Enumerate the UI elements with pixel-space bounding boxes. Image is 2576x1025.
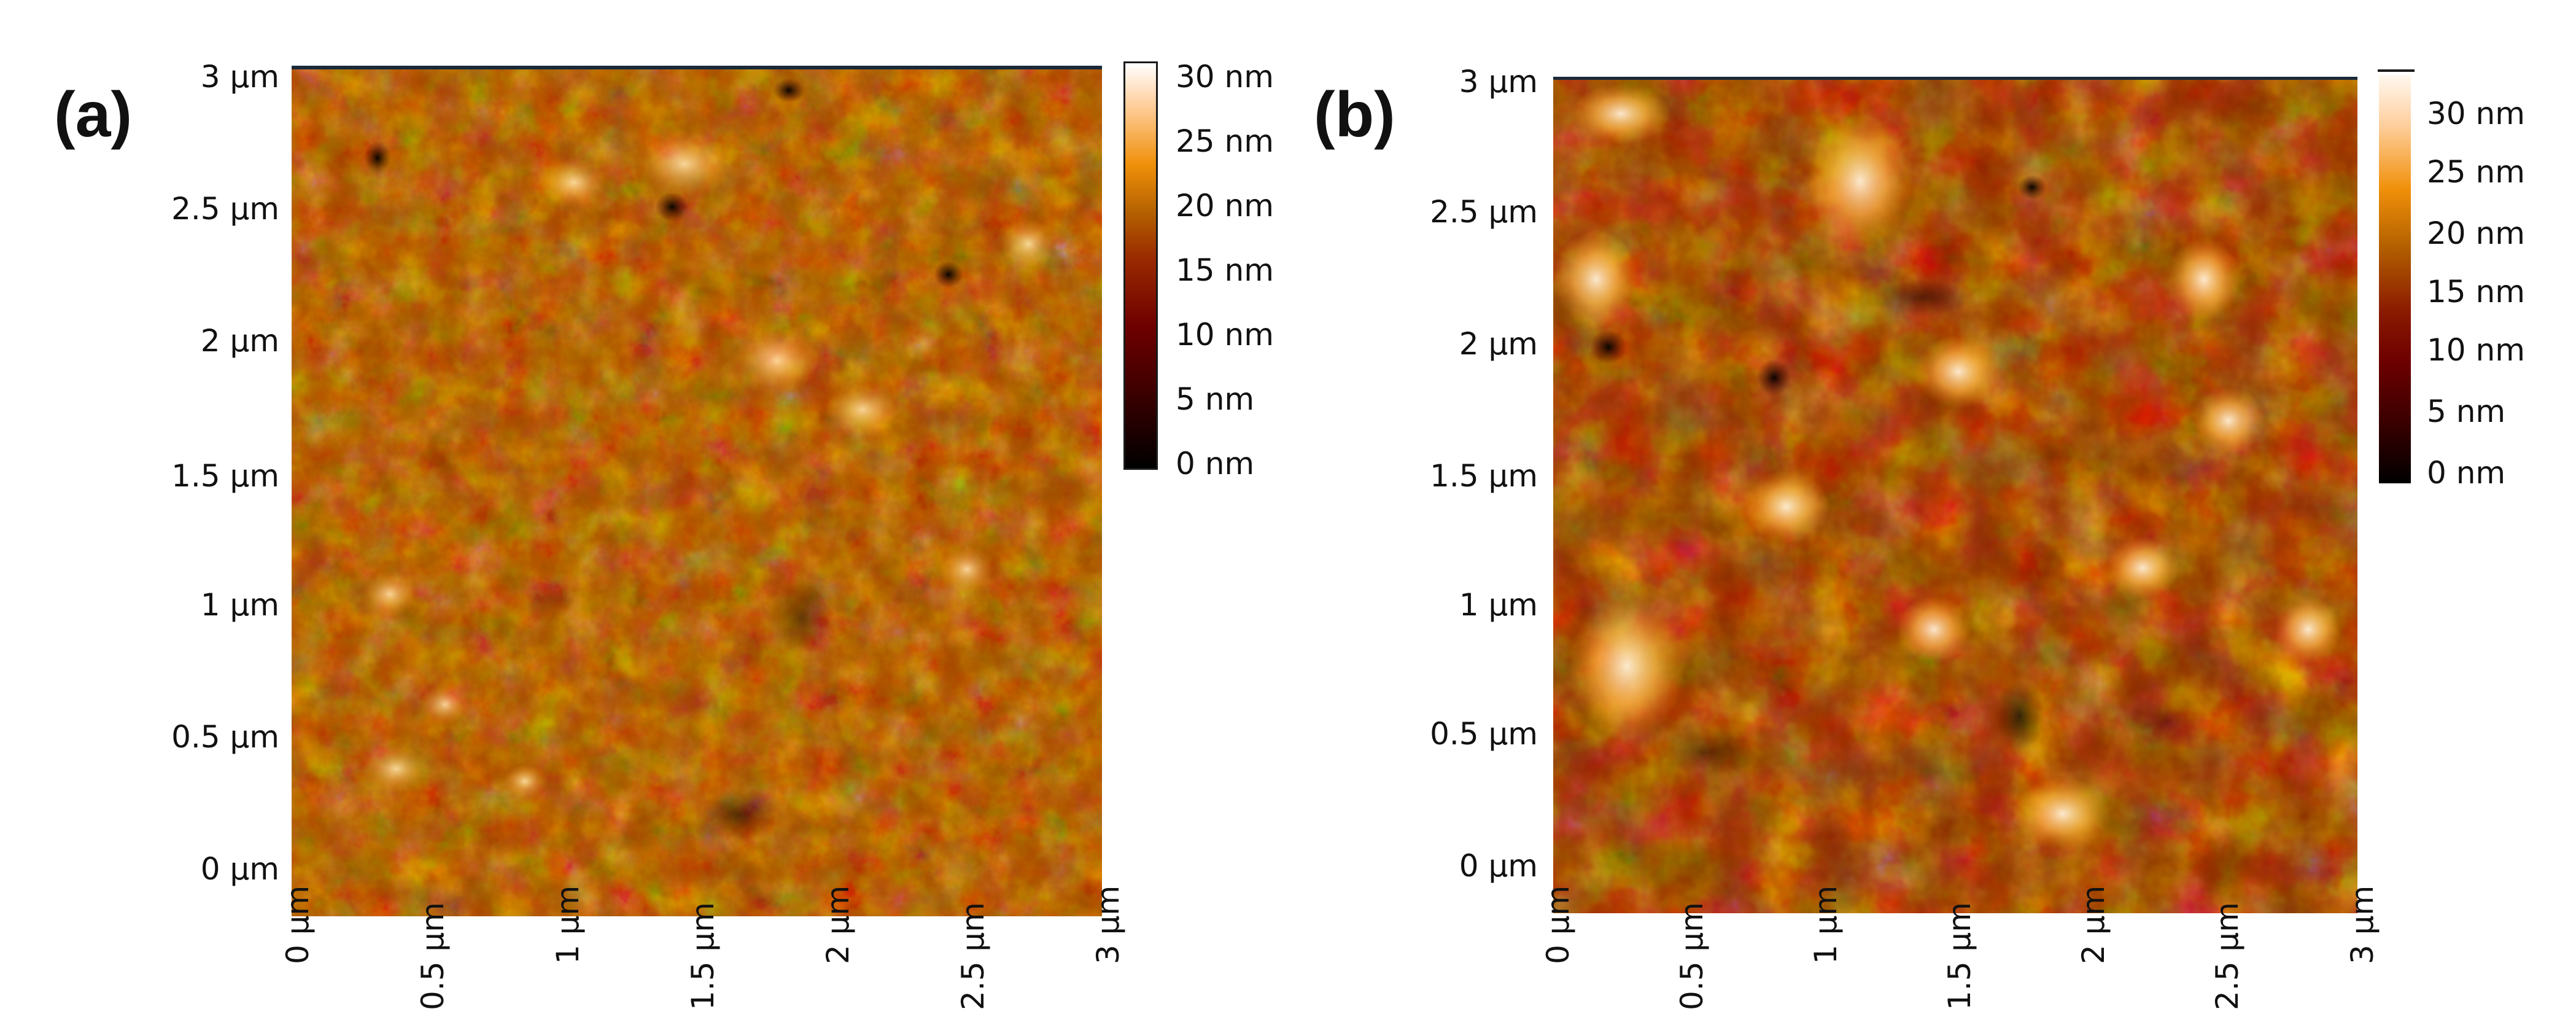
colorbar-a-tick-0: 0 nm xyxy=(1176,446,1255,481)
colorbar-b-tick-30: 30 nm xyxy=(2427,96,2525,131)
colorbar-b-tick-20: 20 nm xyxy=(2427,216,2525,251)
y-tick-a-1.5: 1.5 µm xyxy=(171,458,279,494)
afm-heightmap-b xyxy=(1553,77,2357,913)
x-tick-a-1.5: 1.5 µm xyxy=(685,902,721,1010)
colorbar-b-tick-0: 0 nm xyxy=(2427,455,2506,491)
y-tick-b-1: 1 µm xyxy=(1459,587,1538,623)
y-tick-a-1: 1 µm xyxy=(200,587,279,623)
y-tick-b-3: 3 µm xyxy=(1459,64,1538,99)
colorbar-b-tick-10: 10 nm xyxy=(2427,332,2525,368)
x-tick-b-1.5: 1.5 µm xyxy=(1942,902,1977,1010)
colorbar-b-tick-5: 5 nm xyxy=(2427,394,2506,429)
panel-label-a: (a) xyxy=(54,79,133,150)
y-tick-b-0: 0 µm xyxy=(1459,848,1538,884)
x-tick-b-3: 3 µm xyxy=(2345,885,2380,964)
x-tick-b-0.5: 0.5 µm xyxy=(1674,902,1710,1010)
colorbar-b-tick-25: 25 nm xyxy=(2427,154,2525,190)
y-tick-a-2: 2 µm xyxy=(200,323,279,359)
x-tick-b-2: 2 µm xyxy=(2076,885,2111,964)
x-tick-b-1: 1 µm xyxy=(1808,885,1844,964)
colorbar-a-tick-25: 25 nm xyxy=(1176,123,1274,159)
afm-heightmap-a xyxy=(292,66,1102,916)
x-tick-b-0: 0 µm xyxy=(1540,885,1576,964)
y-tick-a-2.5: 2.5 µm xyxy=(171,191,279,227)
x-tick-a-1: 1 µm xyxy=(550,885,586,964)
colorbar-b-top-line xyxy=(2378,69,2415,72)
y-tick-a-0.5: 0.5 µm xyxy=(171,719,279,755)
x-tick-a-2.5: 2.5 µm xyxy=(955,902,991,1010)
afm-texture-b xyxy=(1553,77,2357,913)
y-tick-a-0: 0 µm xyxy=(200,851,279,887)
colorbar-a-tick-20: 20 nm xyxy=(1176,188,1274,224)
colorbar-b-tick-15: 15 nm xyxy=(2427,274,2525,310)
x-tick-b-2.5: 2.5 µm xyxy=(2209,902,2245,1010)
y-tick-b-0.5: 0.5 µm xyxy=(1430,716,1538,752)
x-tick-a-0: 0 µm xyxy=(280,885,316,964)
y-tick-b-2: 2 µm xyxy=(1459,326,1538,362)
colorbar-a-tick-30: 30 nm xyxy=(1176,59,1274,95)
y-tick-b-1.5: 1.5 µm xyxy=(1430,458,1538,494)
x-tick-a-2: 2 µm xyxy=(820,885,856,964)
colorbar-a-tick-15: 15 nm xyxy=(1176,252,1274,288)
y-tick-a-3: 3 µm xyxy=(200,59,279,95)
x-tick-a-3: 3 µm xyxy=(1090,885,1126,964)
colorbar-a xyxy=(1123,61,1158,470)
y-tick-b-2.5: 2.5 µm xyxy=(1430,194,1538,230)
panel-label-b: (b) xyxy=(1314,79,1395,150)
colorbar-a-tick-5: 5 nm xyxy=(1176,381,1255,417)
afm-texture-a xyxy=(292,66,1102,916)
colorbar-b xyxy=(2379,75,2411,483)
x-tick-a-0.5: 0.5 µm xyxy=(415,902,451,1010)
colorbar-a-tick-10: 10 nm xyxy=(1176,317,1274,353)
